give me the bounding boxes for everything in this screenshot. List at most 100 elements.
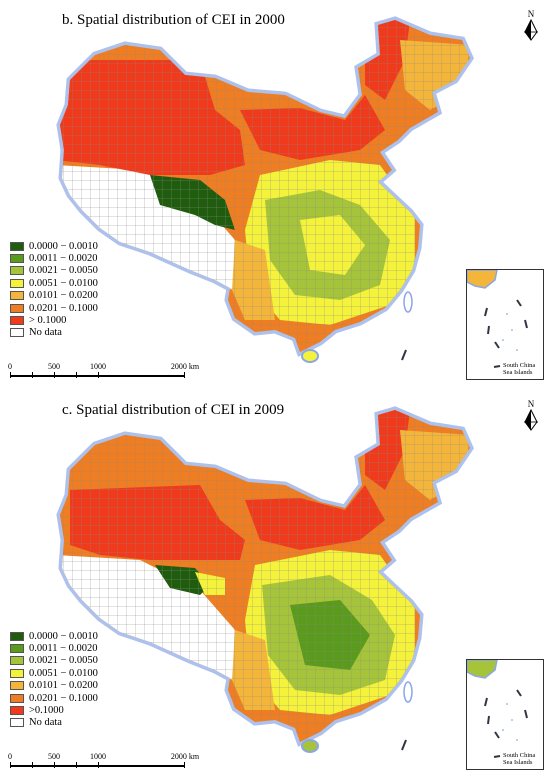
- scale-tick: [32, 762, 33, 768]
- legend-label: 0.0021 − 0.0050: [29, 265, 98, 277]
- legend-label: > 0.1000: [29, 315, 67, 327]
- legend-item: 0.0011 − 0.0020: [10, 642, 98, 654]
- legend-item: 0.0101 − 0.0200: [10, 290, 98, 302]
- north-arrow-icon: N: [521, 6, 541, 46]
- hainan-island: [301, 349, 319, 363]
- legend-swatch: [10, 718, 24, 728]
- inset-label-line: Sea Islands: [503, 369, 533, 376]
- legend-swatch: [10, 656, 24, 666]
- legend-swatch: [10, 291, 24, 301]
- hainan-island: [301, 739, 319, 753]
- taiwan-island: [403, 681, 413, 703]
- north-arrow-icon: N: [521, 396, 541, 436]
- legend-item: 0.0000 − 0.0010: [10, 240, 98, 252]
- legend-label: 0.0101 − 0.0200: [29, 290, 98, 302]
- legend-swatch: [10, 278, 24, 288]
- north-label: N: [528, 399, 535, 409]
- scale-label: 500: [48, 362, 60, 371]
- legend-swatch: [10, 328, 24, 338]
- scale-tick: [54, 372, 55, 378]
- map-legend: 0.0000 − 0.0010 0.0011 − 0.0020 0.0021 −…: [10, 240, 98, 339]
- legend-swatch: [10, 316, 24, 326]
- scale-tick: [76, 372, 77, 378]
- legend-swatch: [10, 668, 24, 678]
- legend-item: No data: [10, 327, 98, 339]
- inset-label-line: South China: [503, 752, 536, 759]
- china-map-2009: [56, 406, 474, 753]
- legend-item: 0.0051 − 0.0100: [10, 667, 98, 679]
- dash-line: [401, 739, 407, 751]
- legend-item: 0.0021 − 0.0050: [10, 265, 98, 277]
- legend-label: >0.1000: [29, 705, 64, 717]
- scale-label: 1000: [90, 752, 106, 761]
- scale-line: [10, 375, 185, 377]
- legend-swatch: [10, 266, 24, 276]
- legend-label: 0.0201 − 0.1000: [29, 692, 98, 704]
- scale-tick: [10, 762, 11, 768]
- china-map-2000: [56, 16, 474, 363]
- legend-item: 0.0021 − 0.0050: [10, 655, 98, 667]
- legend-item: >0.1000: [10, 704, 98, 716]
- scale-label: 1000: [90, 362, 106, 371]
- inset-label: South China Sea Islands: [503, 752, 535, 766]
- legend-label: 0.0000 − 0.0010: [29, 240, 98, 252]
- legend-swatch: [10, 631, 24, 641]
- legend-swatch: [10, 681, 24, 691]
- scale-label: 0: [8, 362, 12, 371]
- scale-tick: [54, 762, 55, 768]
- legend-swatch: [10, 693, 24, 703]
- scale-tick: [10, 372, 11, 378]
- legend-label: 0.0000 − 0.0010: [29, 630, 98, 642]
- inset-label: South China Sea Islands: [503, 362, 535, 376]
- south-china-sea-inset: South China Sea Islands: [466, 269, 544, 380]
- legend-swatch: [10, 644, 24, 654]
- legend-label: 0.0201 − 0.1000: [29, 302, 98, 314]
- legend-label: 0.0011 − 0.0020: [29, 643, 98, 655]
- legend-item: 0.0000 − 0.0010: [10, 630, 98, 642]
- map-title: c. Spatial distribution of CEI in 2009: [62, 402, 285, 418]
- legend-item: 0.0201 − 0.1000: [10, 302, 98, 314]
- scale-tick: [184, 372, 185, 378]
- south-china-sea-inset: South China Sea Islands: [466, 659, 544, 770]
- legend-item: 0.0011 − 0.0020: [10, 252, 98, 264]
- scale-tick: [98, 762, 99, 768]
- scale-tick: [184, 762, 185, 768]
- scale-bar: 0 500 1000 2000 km: [8, 362, 199, 382]
- scale-bar: 0 500 1000 2000 km: [8, 752, 199, 772]
- map-panel-2000: b. Spatial distribution of CEI in 2000 N…: [0, 0, 550, 385]
- scale-tick: [32, 372, 33, 378]
- scale-tick: [76, 762, 77, 768]
- scale-label: 500: [48, 752, 60, 761]
- map-legend: 0.0000 − 0.0010 0.0011 − 0.0020 0.0021 −…: [10, 630, 98, 729]
- legend-item: No data: [10, 717, 98, 729]
- region-fills: [60, 20, 470, 352]
- taiwan-island: [403, 291, 413, 313]
- legend-swatch: [10, 303, 24, 313]
- legend-swatch: [10, 706, 24, 716]
- scale-label: 0: [8, 752, 12, 761]
- inset-label-line: South China: [503, 362, 536, 369]
- legend-swatch: [10, 254, 24, 264]
- dash-line: [401, 349, 407, 361]
- scale-label: 2000 km: [170, 752, 200, 761]
- legend-item: > 0.1000: [10, 314, 98, 326]
- legend-label: No data: [29, 717, 62, 729]
- north-label: N: [528, 9, 535, 19]
- legend-label: No data: [29, 327, 62, 339]
- legend-label: 0.0011 − 0.0020: [29, 253, 98, 265]
- scale-label: 2000 km: [170, 362, 200, 371]
- legend-item: 0.0201 − 0.1000: [10, 692, 98, 704]
- map-title: b. Spatial distribution of CEI in 2000: [62, 12, 285, 28]
- legend-item: 0.0051 − 0.0100: [10, 277, 98, 289]
- scale-line: [10, 765, 185, 767]
- legend-label: 0.0101 − 0.0200: [29, 680, 98, 692]
- scale-tick: [98, 372, 99, 378]
- legend-label: 0.0051 − 0.0100: [29, 667, 98, 679]
- legend-label: 0.0021 − 0.0050: [29, 655, 98, 667]
- map-panel-2009: c. Spatial distribution of CEI in 2009 N…: [0, 390, 550, 775]
- legend-swatch: [10, 241, 24, 251]
- legend-item: 0.0101 − 0.0200: [10, 680, 98, 692]
- legend-label: 0.0051 − 0.0100: [29, 277, 98, 289]
- region-fills: [60, 410, 470, 742]
- inset-label-line: Sea Islands: [503, 759, 533, 766]
